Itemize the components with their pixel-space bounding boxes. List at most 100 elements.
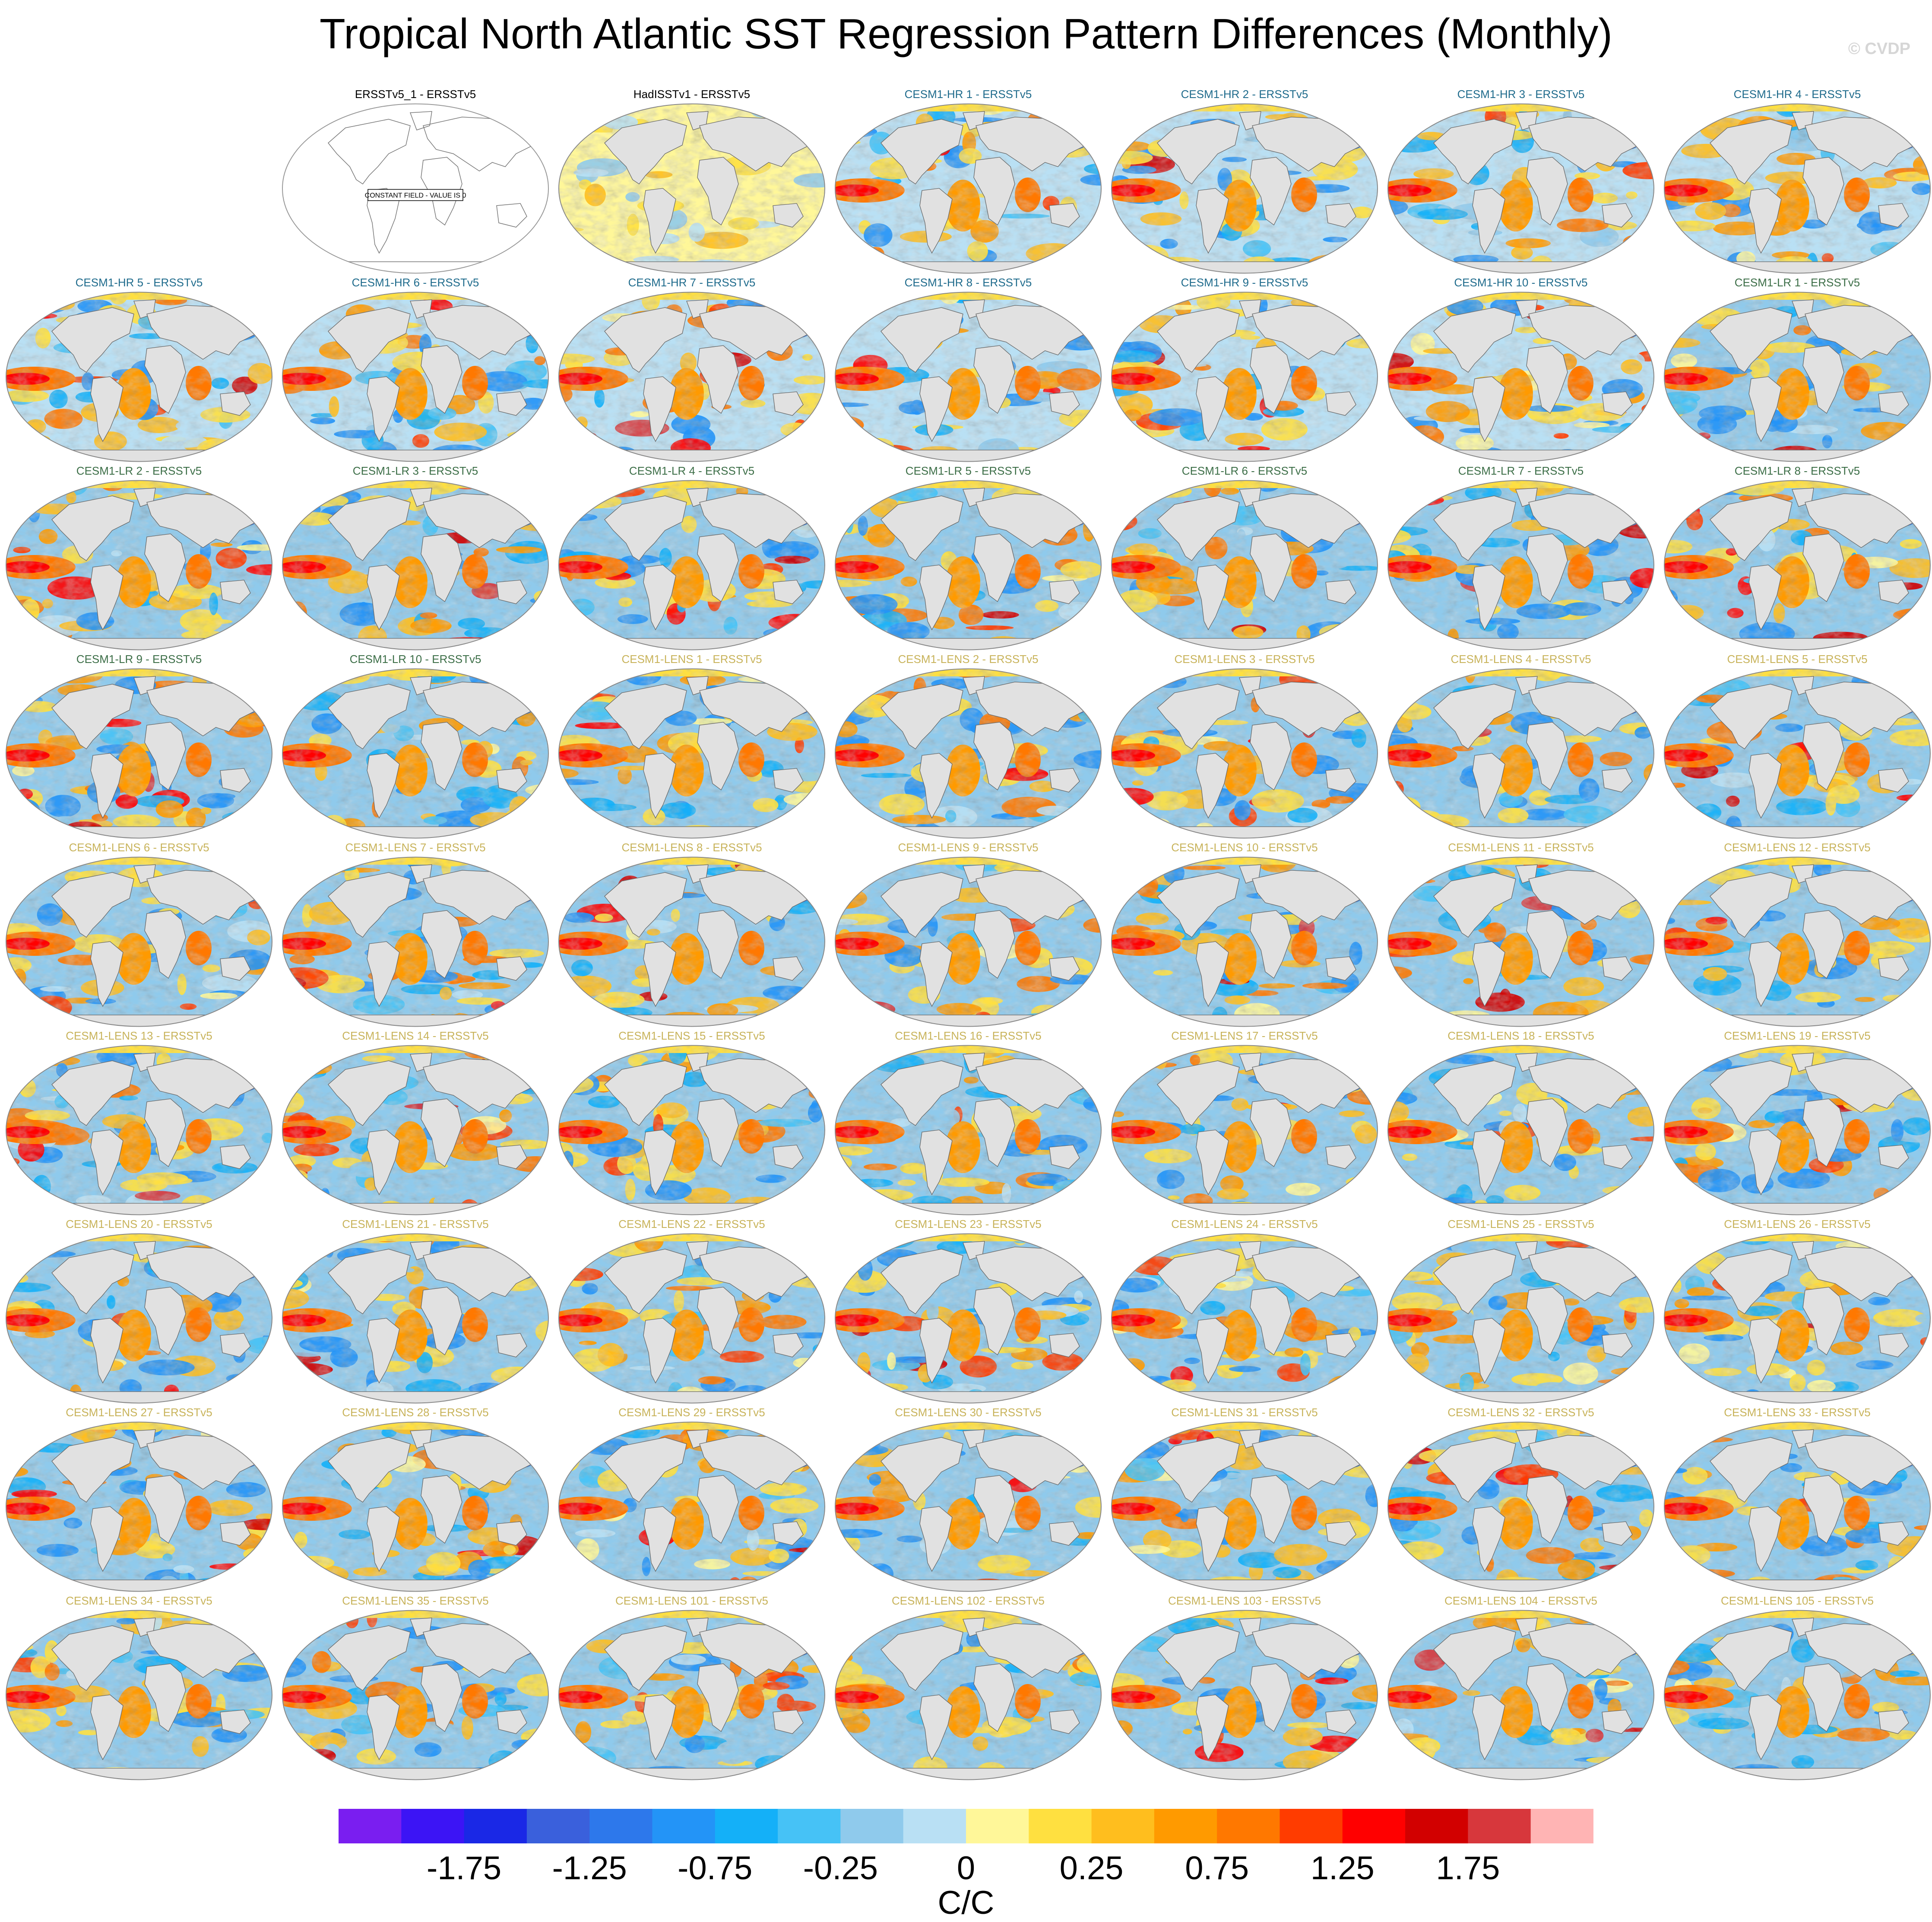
map-panel: CESM1-LENS 26 - ERSSTv5	[1663, 1216, 1932, 1405]
sst-difference-map	[282, 668, 549, 839]
panel-title: CESM1-LENS 101 - ERSSTv5	[615, 1594, 768, 1607]
map-panel: CESM1-HR 4 - ERSSTv5	[1663, 86, 1932, 275]
colorbar-swatch	[652, 1809, 716, 1843]
sst-difference-map	[1664, 480, 1931, 650]
panel-title: CESM1-HR 5 - ERSSTv5	[75, 276, 203, 289]
sst-difference-map	[558, 1610, 825, 1780]
panel-title: CESM1-LENS 102 - ERSSTv5	[891, 1594, 1045, 1607]
map-panel: ERSSTv5_1 - ERSSTv5 CONSTANT FIELD - VALU…	[281, 86, 550, 275]
panel-title: CESM1-LENS 26 - ERSSTv5	[1724, 1218, 1871, 1231]
sst-difference-map	[558, 856, 825, 1027]
panel-title: CESM1-LR 10 - ERSSTv5	[349, 653, 481, 666]
colorbar-tick-label: 0.75	[1185, 1850, 1249, 1887]
panel-title: CESM1-LENS 19 - ERSSTv5	[1724, 1029, 1871, 1042]
sst-difference-map: CONSTANT FIELD - VALUE IS 0	[282, 103, 549, 274]
map-panel: CESM1-HR 1 - ERSSTv5	[833, 86, 1103, 275]
panel-title: CESM1-LENS 25 - ERSSTv5	[1447, 1218, 1594, 1231]
sst-difference-map	[558, 1421, 825, 1592]
map-panel: CESM1-HR 7 - ERSSTv5	[557, 275, 827, 463]
sst-difference-map	[6, 1045, 272, 1215]
map-panel: CESM1-LENS 25 - ERSSTv5	[1386, 1216, 1656, 1405]
constant-field-box	[367, 189, 463, 201]
sst-difference-map	[1111, 1610, 1378, 1780]
colorbar-tick-label: -1.75	[426, 1850, 502, 1887]
panel-title: CESM1-HR 6 - ERSSTv5	[352, 276, 479, 289]
panel-title: CESM1-LENS 22 - ERSSTv5	[618, 1218, 765, 1231]
colorbar-tick-label: 1.75	[1436, 1850, 1500, 1887]
sst-difference-map	[6, 856, 272, 1027]
map-panel: CESM1-LENS 33 - ERSSTv5	[1663, 1405, 1932, 1593]
sst-difference-map	[1664, 668, 1931, 839]
panel-title: CESM1-LENS 18 - ERSSTv5	[1447, 1029, 1594, 1042]
colorbar-swatch	[1468, 1809, 1531, 1843]
map-panel: CESM1-LENS 29 - ERSSTv5	[557, 1405, 827, 1593]
panel-title: CESM1-LENS 105 - ERSSTv5	[1720, 1594, 1874, 1607]
panel-title: CESM1-HR 7 - ERSSTv5	[628, 276, 756, 289]
map-panel: CESM1-LENS 104 - ERSSTv5	[1386, 1593, 1656, 1782]
sst-difference-map	[1387, 480, 1654, 650]
sst-difference-map	[1111, 856, 1378, 1027]
colorbar-swatch	[1091, 1809, 1155, 1843]
sst-difference-map	[6, 292, 272, 462]
sst-difference-map	[6, 1610, 272, 1780]
colorbar-tick-label: 1.25	[1310, 1850, 1375, 1887]
panel-title: CESM1-LENS 11 - ERSSTv5	[1448, 841, 1594, 854]
panel-title: CESM1-LENS 21 - ERSSTv5	[342, 1218, 489, 1231]
colorbar-tick-label: 0.25	[1059, 1850, 1124, 1887]
map-panel: CESM1-LENS 31 - ERSSTv5	[1110, 1405, 1379, 1593]
map-panel: CESM1-LR 6 - ERSSTv5	[1110, 463, 1379, 652]
colorbar-swatch	[526, 1809, 590, 1843]
colorbar	[339, 1809, 1593, 1843]
map-panel: CESM1-LENS 14 - ERSSTv5	[281, 1028, 550, 1217]
panel-title: CESM1-LENS 27 - ERSSTv5	[66, 1406, 212, 1419]
panel-title: CESM1-LENS 30 - ERSSTv5	[895, 1406, 1042, 1419]
colorbar-swatch	[966, 1809, 1029, 1843]
sst-difference-map	[1664, 1233, 1931, 1404]
map-panel: CESM1-LENS 28 - ERSSTv5	[281, 1405, 550, 1593]
map-panel: CESM1-HR 10 - ERSSTv5	[1386, 275, 1656, 463]
sst-difference-map	[1664, 1045, 1931, 1215]
panel-title: CESM1-LENS 15 - ERSSTv5	[618, 1029, 765, 1042]
colorbar-tick-label: -0.25	[803, 1850, 878, 1887]
map-panel: CESM1-LENS 34 - ERSSTv5	[4, 1593, 274, 1782]
map-panel: CESM1-LENS 1 - ERSSTv5	[557, 651, 827, 840]
panel-title: CESM1-HR 8 - ERSSTv5	[904, 276, 1032, 289]
figure-title: Tropical North Atlantic SST Regression P…	[320, 10, 1612, 57]
sst-difference-map	[282, 856, 549, 1027]
sst-difference-map	[835, 1610, 1102, 1780]
sst-difference-map	[558, 292, 825, 462]
sst-difference-map	[1111, 668, 1378, 839]
map-panel: CESM1-LENS 13 - ERSSTv5	[4, 1028, 274, 1217]
panel-title: CESM1-LENS 5 - ERSSTv5	[1727, 653, 1868, 666]
sst-difference-map	[6, 480, 272, 650]
panel-title: CESM1-LENS 9 - ERSSTv5	[898, 841, 1039, 854]
sst-difference-map	[1111, 292, 1378, 462]
panel-title: CESM1-LENS 35 - ERSSTv5	[342, 1594, 489, 1607]
panel-title: CESM1-HR 2 - ERSSTv5	[1181, 88, 1308, 101]
sst-difference-map	[1111, 103, 1378, 274]
sst-difference-map	[835, 103, 1102, 274]
cvdp-watermark: © CVDP	[1848, 40, 1910, 58]
map-panel: CESM1-LENS 24 - ERSSTv5	[1110, 1216, 1379, 1405]
sst-difference-map	[282, 480, 549, 650]
colorbar-swatch	[1280, 1809, 1343, 1843]
sst-difference-map	[6, 1421, 272, 1592]
map-panel: CESM1-LENS 8 - ERSSTv5	[557, 840, 827, 1028]
panel-title: CESM1-LENS 16 - ERSSTv5	[895, 1029, 1042, 1042]
colorbar-swatch	[715, 1809, 778, 1843]
sst-difference-map	[1387, 856, 1654, 1027]
map-panel: CESM1-LENS 30 - ERSSTv5	[833, 1405, 1103, 1593]
sst-difference-map	[1664, 103, 1931, 274]
panel-title: CESM1-LENS 12 - ERSSTv5	[1724, 841, 1871, 854]
sst-difference-map	[282, 1421, 549, 1592]
colorbar-swatch	[778, 1809, 841, 1843]
colorbar-tick-label: 0	[956, 1850, 976, 1887]
map-panel: CESM1-HR 9 - ERSSTv5	[1110, 275, 1379, 463]
map-panel: CESM1-LR 8 - ERSSTv5	[1663, 463, 1932, 652]
sst-difference-map	[835, 1233, 1102, 1404]
sst-difference-map	[282, 292, 549, 462]
colorbar-swatch	[1217, 1809, 1280, 1843]
panel-title: CESM1-LENS 6 - ERSSTv5	[69, 841, 209, 854]
sst-difference-map	[835, 1421, 1102, 1592]
